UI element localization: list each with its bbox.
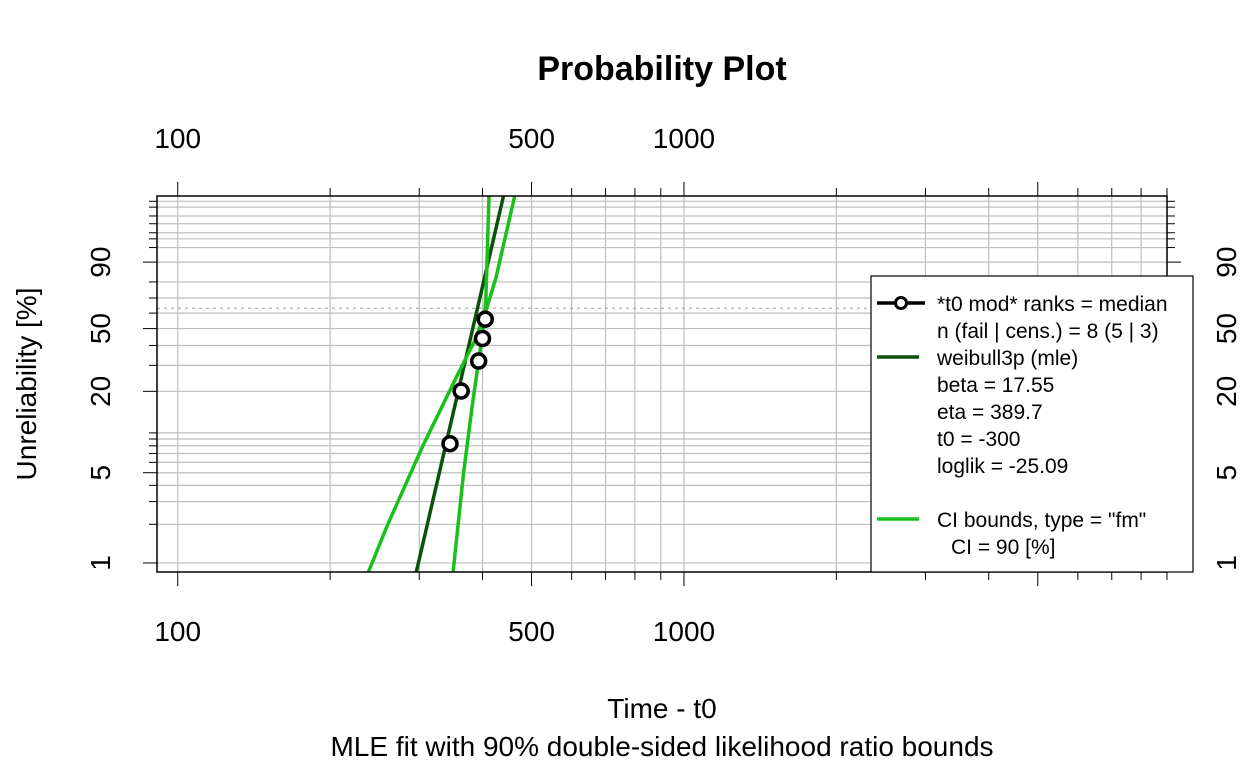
y-tick-label-right: 20 <box>1211 376 1242 407</box>
y-tick-label-right: 50 <box>1211 313 1242 344</box>
tick-labels: 100 100 500 500 1000 1000 1 1 5 5 20 20 50 50 90 90 <box>85 123 1242 647</box>
data-series <box>366 195 517 573</box>
legend-entry: loglik = -25.09 <box>937 455 1068 478</box>
y-tick-label-right: 5 <box>1211 465 1242 481</box>
x-tick-label-bottom: 500 <box>508 616 555 647</box>
y-tick-label-left: 20 <box>85 376 116 407</box>
chart-subtitle: MLE fit with 90% double-sided likelihood… <box>330 731 993 762</box>
x-tick-label-bottom: 1000 <box>653 616 715 647</box>
legend-entry: weibull3p (mle) <box>936 347 1078 370</box>
y-tick-label-left: 1 <box>85 555 116 571</box>
x-axis-label: Time - t0 <box>607 693 716 724</box>
data-point <box>473 329 492 348</box>
data-point <box>452 382 470 400</box>
legend-entry: *t0 mod* ranks = median <box>937 293 1168 316</box>
y-tick-label-right: 90 <box>1211 247 1242 278</box>
legend-entry: eta = 389.7 <box>937 401 1043 424</box>
legend: *t0 mod* ranks = median n (fail | cens.)… <box>870 275 1194 573</box>
data-point <box>441 434 459 453</box>
x-tick-label-top: 1000 <box>653 123 715 154</box>
y-tick-label-right: 1 <box>1211 555 1242 571</box>
legend-entry: CI = 90 [%] <box>951 536 1055 559</box>
legend-entry: beta = 17.55 <box>937 374 1054 397</box>
x-tick-label-top: 500 <box>508 123 555 154</box>
y-axis-label: Unreliability [%] <box>11 288 42 481</box>
data-point <box>469 352 488 370</box>
y-tick-label-left: 90 <box>85 247 116 278</box>
x-tick-label-top: 100 <box>154 123 201 154</box>
legend-entry: n (fail | cens.) = 8 (5 | 3) <box>937 320 1159 343</box>
legend-entry: t0 = -300 <box>937 428 1020 451</box>
x-tick-label-bottom: 100 <box>154 616 201 647</box>
y-tick-label-left: 50 <box>85 313 116 344</box>
legend-key-ranks-point <box>894 296 908 310</box>
legend-entry: CI bounds, type = "fm" <box>937 509 1146 532</box>
chart-title: Probability Plot <box>537 50 786 88</box>
legend-box <box>870 275 1194 573</box>
series-line <box>366 195 517 573</box>
y-tick-label-left: 5 <box>85 465 116 481</box>
data-point <box>476 310 494 328</box>
